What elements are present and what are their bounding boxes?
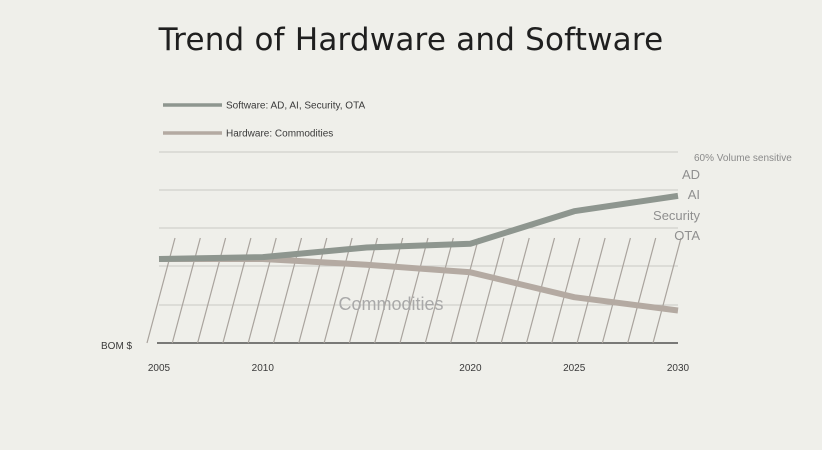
chart-text: 2005 2010 2020 2025 2030 BOM $ 60% Volume sens… [101, 153, 792, 374]
hatch-stroke [399, 237, 429, 344]
series-line-0 [158, 192, 679, 262]
x-tick-label: 2010 [252, 363, 275, 374]
hatch-stroke [146, 237, 176, 344]
commodities-label: Commodities [338, 294, 443, 314]
hatch-stroke [298, 237, 328, 344]
software-item-label: Security [653, 208, 700, 223]
x-tick-label: 2025 [563, 363, 586, 374]
software-item-label: OTA [674, 228, 700, 243]
hatch-stroke [171, 237, 201, 344]
hatch-stroke [323, 237, 353, 344]
software-item-label: AI [688, 187, 700, 202]
x-tick-label: 2020 [459, 363, 482, 374]
chart-title: Trend of Hardware and Software [158, 22, 664, 58]
volume-note: 60% Volume sensitive [694, 153, 792, 164]
x-tick-label: 2030 [667, 363, 690, 374]
hatch-stroke [348, 237, 378, 344]
hatch-stroke [601, 237, 631, 344]
hatch-stroke [222, 237, 252, 344]
series-lines [158, 192, 679, 314]
hatch-stroke [197, 237, 227, 344]
hatch-pattern [146, 237, 682, 344]
legend: Software: AD, AI, Security, OTA Hardware:… [163, 101, 365, 140]
hatch-stroke [450, 237, 480, 344]
hatch-stroke [475, 237, 505, 344]
legend-label: Hardware: Commodities [226, 129, 333, 140]
software-item-label: AD [682, 167, 700, 182]
x-tick-label: 2005 [148, 363, 171, 374]
hatch-stroke [500, 237, 530, 344]
hatch-stroke [627, 237, 657, 344]
hatch-stroke [424, 237, 454, 344]
y-axis-label: BOM $ [101, 341, 133, 352]
hatch-stroke [576, 237, 606, 344]
legend-label: Software: AD, AI, Security, OTA [226, 101, 365, 112]
hatch-stroke [374, 237, 404, 344]
hatch-stroke [551, 237, 581, 344]
hatch-stroke [652, 237, 682, 344]
